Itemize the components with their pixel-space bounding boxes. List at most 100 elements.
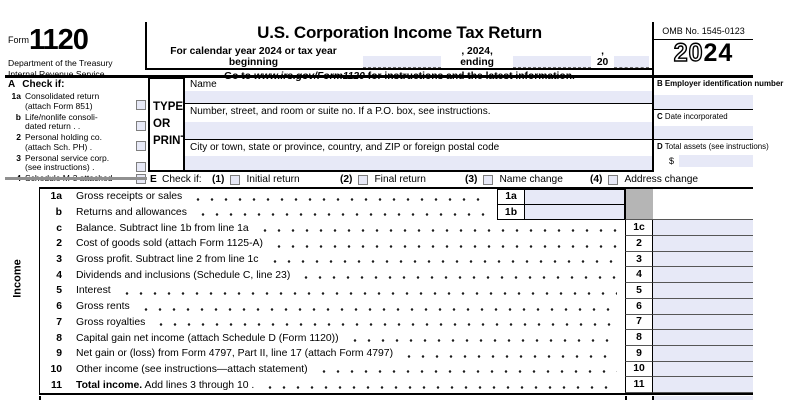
income-line-label-text: Other income (see instructions—attach st… [76,363,308,375]
income-amount-input[interactable] [653,236,753,252]
e-option-checkbox[interactable] [608,174,619,185]
income-line-label-text: Dividends and inclusions (Schedule C, li… [76,269,291,281]
tax-year-badge: 2024 [654,39,753,67]
income-inner-amount-input[interactable] [525,189,625,205]
total-assets-input[interactable] [679,155,753,167]
dot-leader [299,267,617,284]
section-a-check-if: A Check if: 1a Consolidated return (attach … [8,79,146,185]
income-line-number: 2 [56,238,62,250]
check-if-item-label: Personal holding co. (attach Sch. PH) . [25,133,134,152]
check-if-item-line2: dated return . . [25,121,81,132]
check-if-item-line2: (see instructions) . [25,162,95,173]
street-row: Number, street, and room or suite no. If… [185,104,652,140]
income-row-1b: b Returns and allowances 1b [40,204,753,221]
dot-leader [316,361,617,378]
income-line-number: c [56,222,62,234]
street-input[interactable] [185,122,652,139]
treasury-line: Department of the Treasury [8,58,113,68]
check-if-item-label: Life/nonlife consoli-dated return . . [25,111,134,132]
check-if-item-number: 3 [16,152,21,163]
income-inner-amount-input[interactable] [525,204,625,221]
e-option-number: (2) [340,174,353,185]
income-line-label: Capital gain net income (attach Schedule… [76,333,339,344]
year-solid-digits: 24 [703,39,734,67]
income-row-2: 2 Cost of goods sold (attach Form 1125-A)… [40,236,753,252]
check-if-item-number: 2 [16,132,21,143]
check-if-checkbox[interactable] [136,120,146,131]
income-line-label: Interest [76,285,111,296]
income-line-box: 1c [625,220,653,237]
income-amount-input[interactable] [653,267,753,284]
date-incorporated-input[interactable] [654,126,753,139]
type-or-print-line1: TYPE [153,100,184,113]
income-amount-input[interactable] [653,361,753,378]
omb-year-block: OMB No. 1545-0123 2024 [652,22,753,75]
income-line-number: 3 [56,254,62,266]
income-line-label-text: Gross receipts or sales [76,191,183,203]
name-row: Name [185,77,652,104]
check-if-checkbox[interactable] [136,161,146,172]
type-or-print-box: TYPE OR PRINT [148,77,188,172]
check-if-checkbox[interactable] [136,100,146,111]
income-amount-input[interactable] [653,377,753,393]
check-if-item-line1: Consolidated return [25,91,100,101]
type-or-print-line3: PRINT [153,135,188,148]
ein-label: Employer identification number [664,79,784,88]
income-row-10: 10 Other income (see instructions—attach … [40,361,753,378]
income-row-1c: c Balance. Subtract line 1b from line 1a 1… [40,220,753,237]
income-line-label: Balance. Subtract line 1b from line 1a [76,223,249,234]
check-if-checkbox[interactable] [136,141,146,152]
city-row: City or town, state or province, country… [185,140,652,172]
income-amount-input[interactable] [653,298,753,315]
income-line-label: Net gain or (loss) from Form 4797, Part … [76,348,393,359]
tax-year-ending-field[interactable] [513,56,592,68]
income-line-box: 6 [625,298,653,315]
e-option-checkbox[interactable] [230,174,241,185]
income-line-number: 10 [50,363,62,375]
city-input[interactable] [185,156,652,170]
income-amount-input[interactable] [653,251,753,268]
income-line-label: Cost of goods sold (attach Form 1125-A) [76,238,263,249]
income-row-1a: 1a Gross receipts or sales 1a [40,189,753,205]
income-line-label-text: Balance. Subtract line 1b from line 1a [76,222,249,234]
income-line-label-text: Gross profit. Subtract line 2 from line … [76,254,259,266]
next-row-amount-sliver [653,396,753,400]
city-label: City or town, state or province, country… [190,142,500,153]
check-if-item: 1a Consolidated return (attach Form 851) [8,91,146,111]
ein-row: B Employer identification number [654,77,783,110]
income-row-6: 6 Gross rents 6 [40,298,753,315]
income-inner-line-box: 1a [497,189,525,205]
calendar-prefix: For calendar year 2024 or tax year begin… [170,46,337,68]
income-line-label: Gross receipts or sales [76,191,182,202]
dot-leader [119,283,617,299]
income-row-4: 4 Dividends and inclusions (Schedule C, l… [40,267,753,284]
e-option-checkbox[interactable] [358,174,369,185]
e-option: (2) Final return [340,174,465,185]
income-amount-input[interactable] [653,314,753,331]
omb-number: OMB No. 1545-0123 [654,22,753,40]
total-assets-label: Total assets (see instructions) [664,142,769,151]
income-amount-input[interactable] [653,345,753,362]
income-line-label-text: Net gain or (loss) from Form 4797, Part … [76,348,394,360]
ein-input[interactable] [654,95,753,109]
income-line-label-text: Cost of goods sold (attach Form 1125-A) [76,238,263,250]
e-option-label: Name change [499,174,563,185]
dot-leader [195,204,489,221]
check-if-item-line1: Life/nonlife consoli- [25,111,98,122]
income-line-box: 5 [625,283,653,299]
income-amount-input[interactable] [653,283,753,299]
tax-year-yy-field[interactable] [613,56,649,68]
income-amount-input[interactable] [653,220,753,237]
income-line-box: 7 [625,314,653,331]
name-input[interactable] [185,91,652,103]
income-amount-input[interactable] [653,330,753,346]
blank-tail [653,189,753,205]
income-line-number: 8 [56,332,62,344]
e-option-number: (4) [590,174,603,185]
year-outline-digits: 20 [673,39,704,67]
tax-year-beginning-field[interactable] [362,56,441,68]
income-line-label: Gross royalties [76,317,145,328]
e-option-checkbox[interactable] [483,174,494,185]
income-row-5: 5 Interest 5 [40,283,753,299]
